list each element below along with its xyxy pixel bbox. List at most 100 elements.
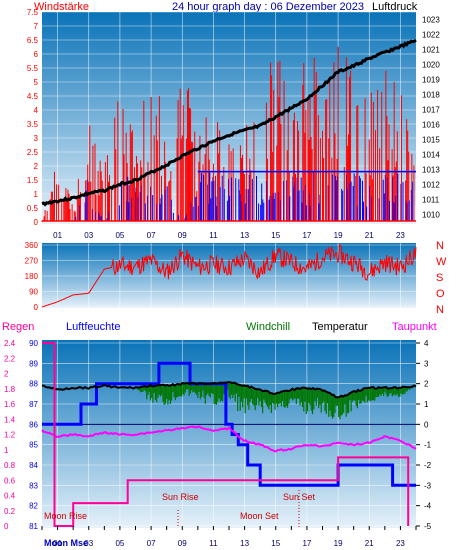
rain-tick-label: 2.2 xyxy=(4,354,16,363)
bottom-hour-label: 09 xyxy=(178,539,187,548)
direction-tick-label: 270 xyxy=(25,257,39,266)
wind-tick-label: 3 xyxy=(34,134,39,143)
hour-tick-label: 19 xyxy=(334,231,343,240)
temperature-tick-label: -5 xyxy=(424,522,432,531)
pressure-tick-label: 1013 xyxy=(422,166,440,175)
humidity-tick-label: 88 xyxy=(29,380,38,389)
pressure-tick-label: 1012 xyxy=(422,181,440,190)
rain-tick-label: 2 xyxy=(4,370,9,379)
direction-tick-label: 180 xyxy=(25,272,39,281)
windchill-series xyxy=(136,381,415,420)
wind-tick-label: 5.5 xyxy=(27,64,39,73)
pressure-tick-label: 1023 xyxy=(422,16,440,25)
wind-tick-label: 0 xyxy=(34,218,39,227)
wind-bars xyxy=(41,46,416,222)
wind-tick-label: 1 xyxy=(34,190,39,199)
rain-tick-label: 1 xyxy=(4,446,9,455)
bottom-hour-label: 03 xyxy=(84,539,93,548)
wind-tick-label: 4 xyxy=(34,106,39,115)
pressure-axis-ticks: 1010 1011 1012 1013 1014 1015 1016 1017 1018 1019… xyxy=(422,16,440,220)
temperature-tick-label: 3 xyxy=(424,359,429,368)
pressure-tick-label: 1011 xyxy=(422,196,440,205)
wind-tick-label: 2 xyxy=(34,162,39,171)
bottom-hour-label: 17 xyxy=(302,539,311,548)
temperature-tick-label: -4 xyxy=(424,502,432,511)
hour-tick-label: 09 xyxy=(178,231,187,240)
rain-tick-label: 0.2 xyxy=(4,507,16,516)
chart-title: 24 hour graph day : 06 Dezember 2023 xyxy=(172,1,364,13)
hour-tick-label: 07 xyxy=(147,231,156,240)
bottom-hour-label: 05 xyxy=(115,539,124,548)
pressure-tick-label: 1017 xyxy=(422,106,440,115)
compass-label: N xyxy=(436,240,444,252)
direction-axis-ticks: 0 90 180 270 360 xyxy=(25,241,39,312)
bottom-hour-label: 13 xyxy=(240,539,249,548)
humidity-axis-ticks: 81 82 83 84 85 86 87 88 89 90 xyxy=(29,339,38,531)
wind-tick-label: 5 xyxy=(34,78,39,87)
pressure-tick-label: 1018 xyxy=(422,91,440,100)
temperature-humidity-panel: 0 0.2 0.4 0.6 0.8 1 1.2 1.4 1.6 1.8 2 2.2 2.4 81 82 83… xyxy=(4,339,432,531)
bottom-hour-label: 11 xyxy=(209,539,218,548)
wind-axis-title: Windstärke xyxy=(34,1,89,13)
panel3-background xyxy=(42,340,416,528)
wind-axis-ticks: 0 0.5 1 1.5 2 2.5 3 3.5 4 4.5 5 5.5 6 6.5 7 7.5 xyxy=(27,8,39,227)
humidity-line xyxy=(42,361,416,487)
temperature-tick-label: 4 xyxy=(424,339,429,348)
direction-tick-label: 360 xyxy=(25,241,39,250)
temperature-tick-label: 1 xyxy=(424,400,429,409)
wind-pressure-panel: 00.511.522.533.544.555.566.577.5 1010101… xyxy=(27,8,440,240)
temperature-axis-ticks: -5 -4 -3 -2 -1 0 1 2 3 4 xyxy=(416,339,432,531)
humidity-tick-label: 90 xyxy=(29,339,38,348)
dewpoint-line xyxy=(41,425,417,453)
wind-tick-label: 6 xyxy=(34,50,39,59)
humidity-tick-label: 86 xyxy=(29,420,38,429)
hour-tick-label: 23 xyxy=(396,231,405,240)
wind-tick-label: 1.5 xyxy=(27,176,39,185)
moon-set-label: Moon Set xyxy=(240,511,279,521)
pressure-tick-label: 1022 xyxy=(422,31,440,40)
rain-tick-label: 0.4 xyxy=(4,492,16,501)
compass-label: W xyxy=(436,256,447,268)
pressure-tick-label: 1021 xyxy=(422,46,440,55)
temperature-line xyxy=(41,381,417,399)
hour-tick-label: 15 xyxy=(271,231,280,240)
bottom-hour-label: 15 xyxy=(271,539,280,548)
humidity-axis-title: Luftfeuchte xyxy=(66,321,120,333)
humidity-tick-label: 87 xyxy=(29,400,38,409)
wind-tick-label: 7 xyxy=(34,22,39,31)
humidity-tick-label: 84 xyxy=(29,461,38,470)
pressure-tick-label: 1010 xyxy=(422,211,440,220)
panel3-grid xyxy=(42,340,416,528)
wind-tick-label: 7.5 xyxy=(27,8,39,17)
hour-tick-label: 21 xyxy=(365,231,374,240)
hour-tick-label: 11 xyxy=(209,231,218,240)
pressure-line xyxy=(41,38,417,207)
rain-tick-label: 1.8 xyxy=(4,385,16,394)
humidity-tick-label: 83 xyxy=(29,481,38,490)
wind-tick-label: 6.5 xyxy=(27,36,39,45)
compass-label: S xyxy=(436,272,443,284)
wind-tick-label: 4.5 xyxy=(27,92,39,101)
humidity-tick-label: 89 xyxy=(29,359,38,368)
compass-label: N xyxy=(436,304,444,316)
humidity-tick-label: 85 xyxy=(29,441,38,450)
moon-rise-label: Moon Rise xyxy=(44,511,87,521)
hour-axis-marks xyxy=(41,526,417,530)
pressure-axis-title: Luftdruck xyxy=(372,1,418,13)
bottom-hour-label: 07 xyxy=(147,539,156,548)
wind-tick-label: 2.5 xyxy=(27,148,39,157)
rain-tick-label: 0 xyxy=(4,522,9,531)
hour-tick-label: 01 xyxy=(53,231,62,240)
rain-tick-label: 0.6 xyxy=(4,476,16,485)
humidity-tick-label: 81 xyxy=(29,522,38,531)
temperature-tick-label: -2 xyxy=(424,461,432,470)
hour-tick-label: 13 xyxy=(240,231,249,240)
temperature-tick-label: 2 xyxy=(424,380,429,389)
rain-axis-title: Regen xyxy=(2,321,34,333)
temperature-tick-label: -3 xyxy=(424,481,432,490)
wind-tick-label: 3.5 xyxy=(27,120,39,129)
bottom-hour-label: 21 xyxy=(365,539,374,548)
